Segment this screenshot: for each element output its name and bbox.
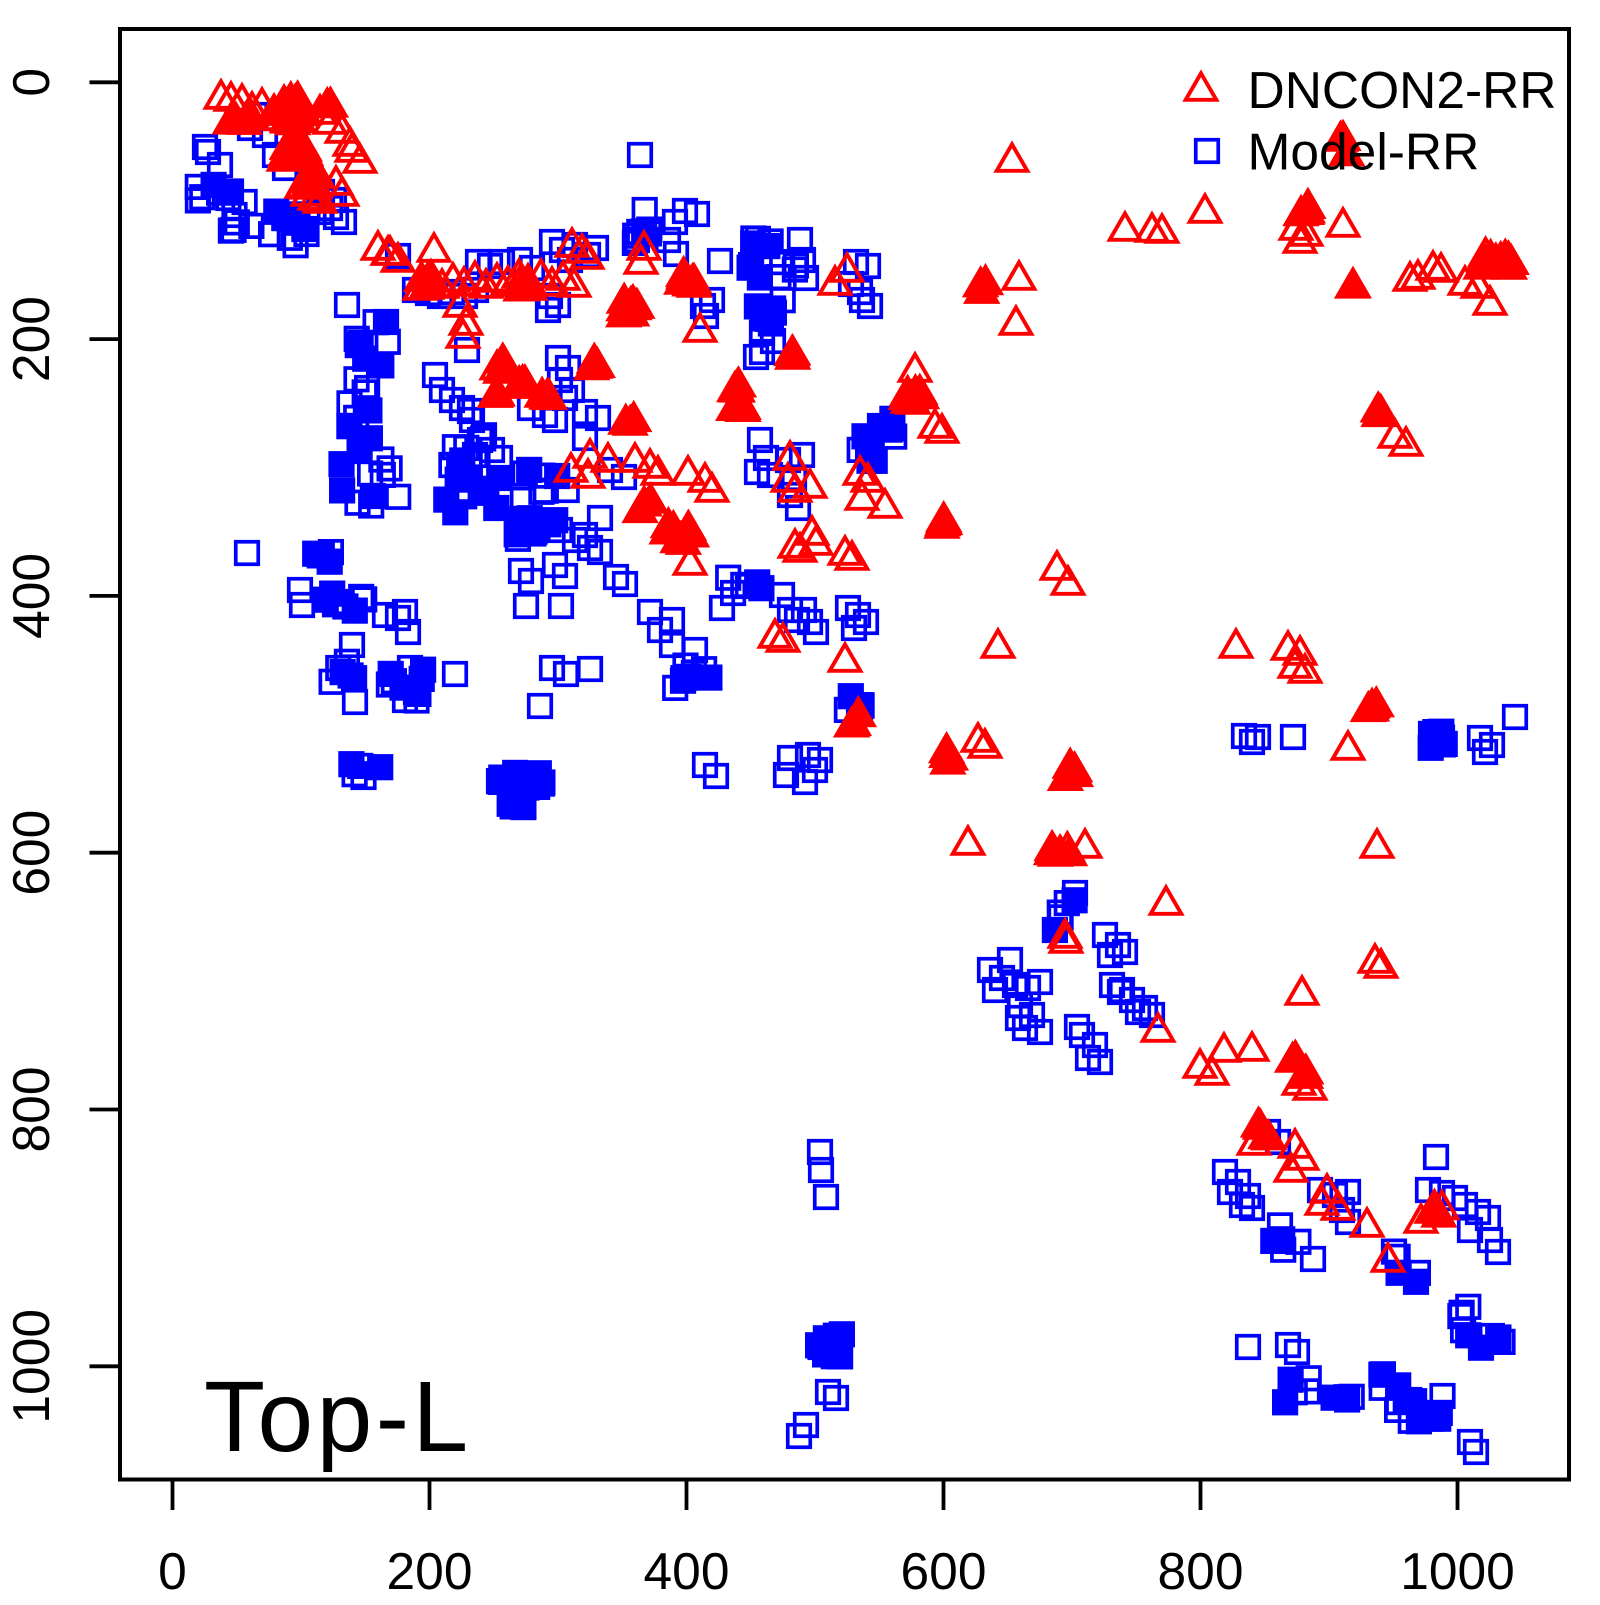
svg-text:400: 400 <box>2 553 60 639</box>
svg-text:200: 200 <box>387 1542 473 1600</box>
svg-text:0: 0 <box>2 68 60 97</box>
svg-text:800: 800 <box>2 1067 60 1153</box>
svg-text:800: 800 <box>1158 1542 1244 1600</box>
svg-text:600: 600 <box>2 810 60 896</box>
svg-text:DNCON2-RR: DNCON2-RR <box>1248 61 1557 119</box>
svg-text:Model-RR: Model-RR <box>1248 123 1480 181</box>
svg-text:200: 200 <box>2 296 60 382</box>
svg-text:400: 400 <box>644 1542 730 1600</box>
svg-text:Top-L: Top-L <box>204 1361 472 1473</box>
svg-text:1000: 1000 <box>1400 1542 1515 1600</box>
svg-text:600: 600 <box>901 1542 987 1600</box>
svg-text:1000: 1000 <box>2 1309 60 1424</box>
svg-text:0: 0 <box>158 1542 187 1600</box>
